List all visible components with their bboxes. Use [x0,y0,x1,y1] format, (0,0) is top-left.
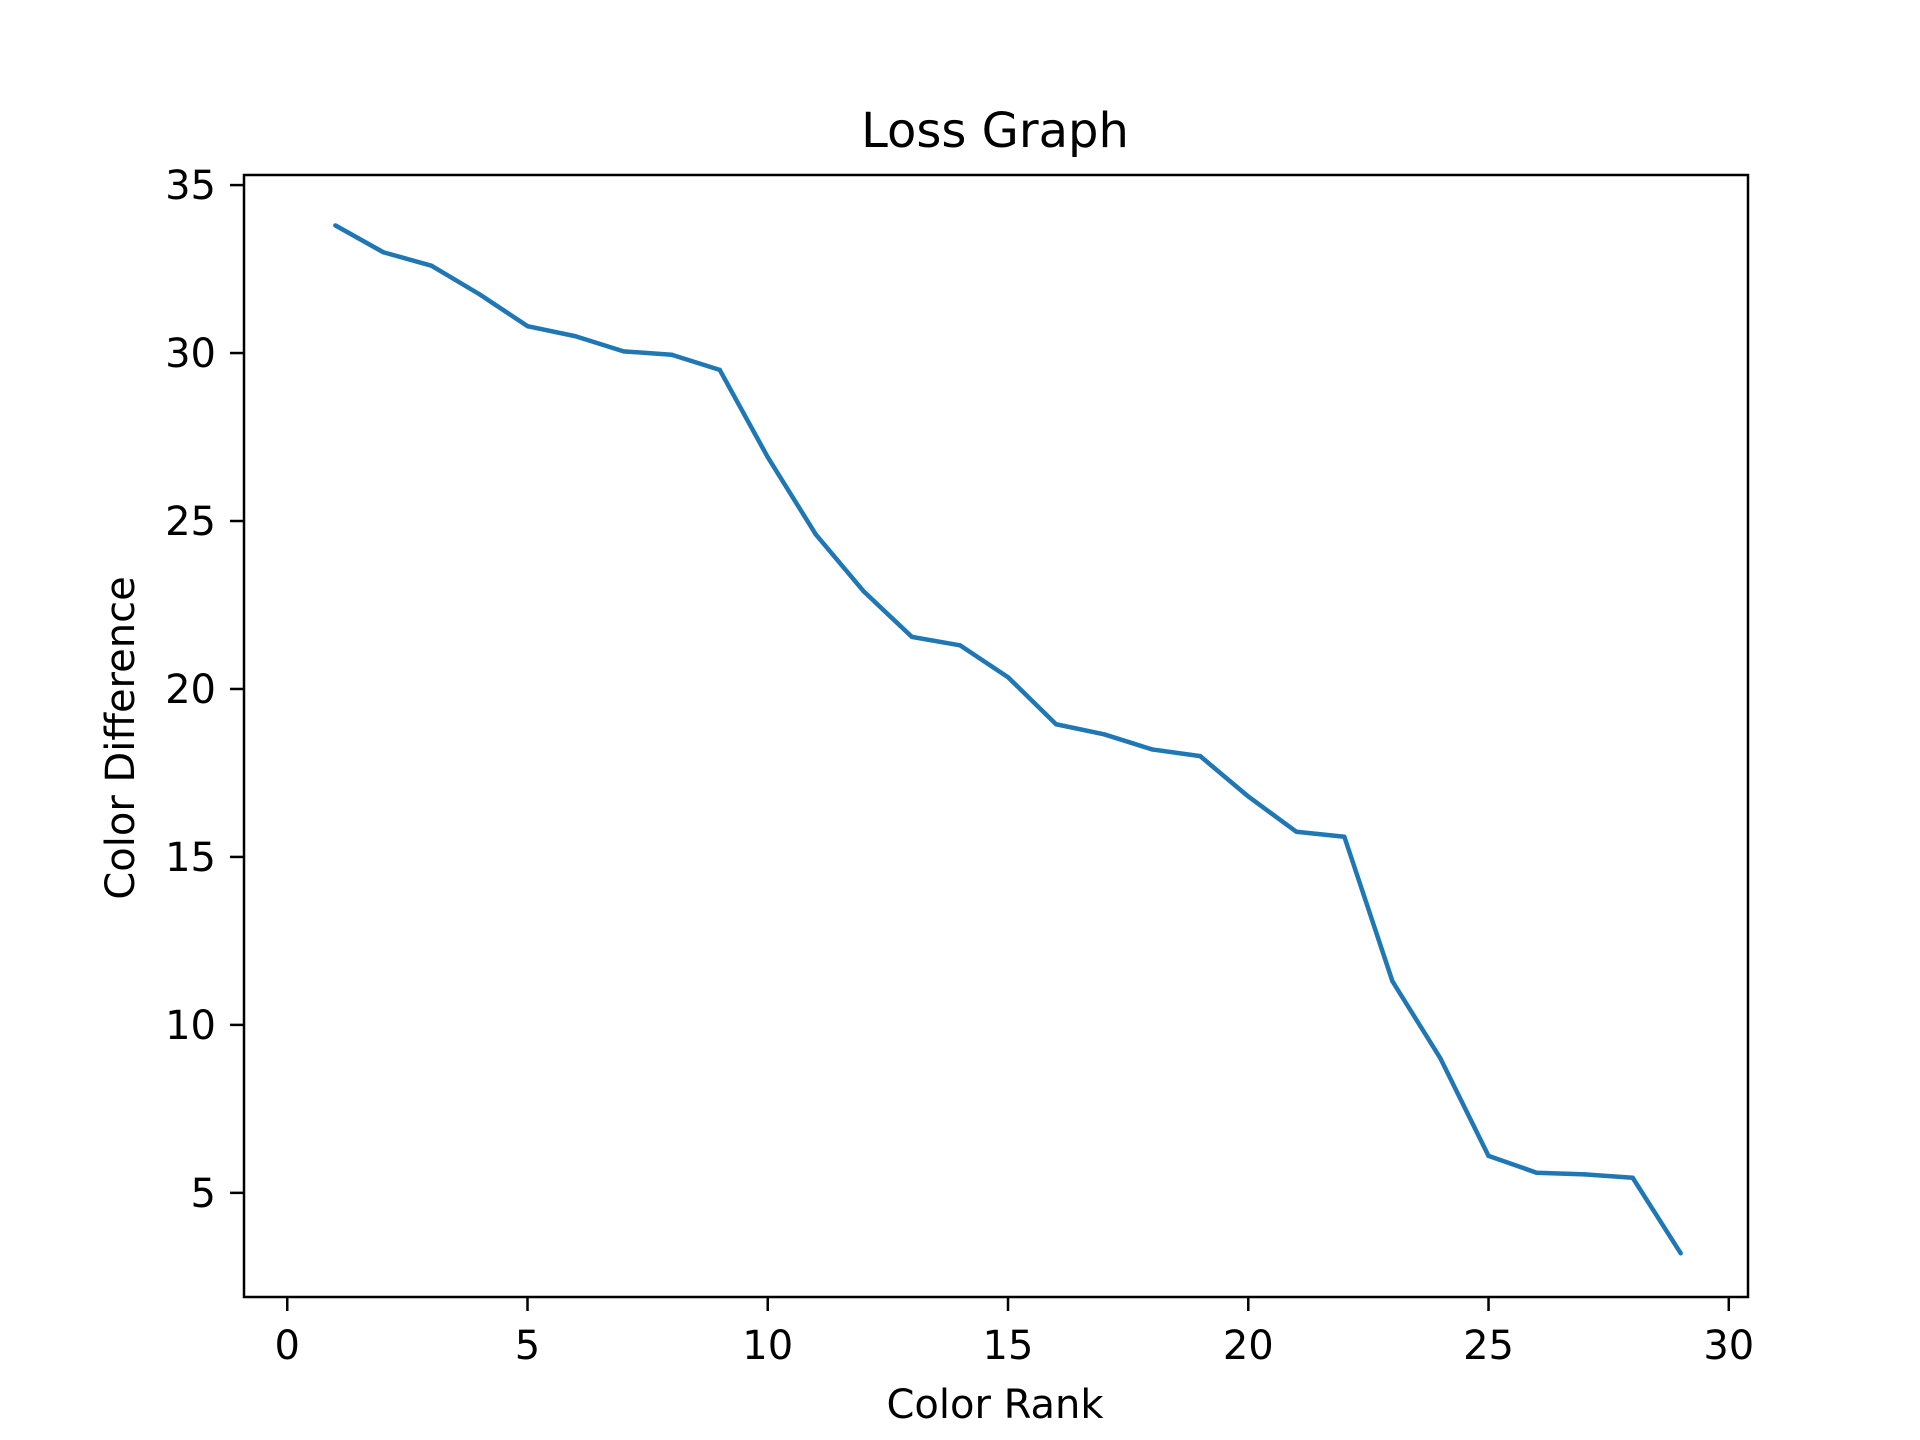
data-point [477,292,482,297]
y-tick-label: 30 [165,331,216,377]
data-point [1005,675,1011,680]
data-point [573,334,578,339]
data-point [909,634,915,640]
data-point [1101,732,1107,737]
data-point [1149,747,1155,752]
chart-title: Loss Graph [861,103,1129,159]
data-point [1053,722,1059,727]
y-tick-label: 20 [165,667,216,713]
y-tick-label: 25 [165,499,216,545]
data-point [1342,834,1347,839]
data-point [1582,1172,1587,1177]
data-point [333,223,338,228]
data-point [1534,1170,1539,1175]
data-point [717,367,722,373]
y-tick-label: 15 [165,835,216,881]
data-point [1246,794,1251,799]
x-tick-label: 5 [515,1323,540,1369]
y-axis-label: Color Difference [98,576,144,899]
data-point [621,349,626,354]
data-point [813,532,819,537]
data-point [525,323,530,329]
x-tick-label: 20 [1223,1323,1274,1369]
plot-area [242,173,1750,1299]
x-tick-label: 15 [983,1323,1034,1369]
x-axis-label: Color Rank [886,1382,1104,1428]
data-point [861,589,867,594]
x-tick-label: 10 [742,1323,793,1369]
data-point [957,643,963,648]
data-point [765,454,770,460]
data-point [1486,1153,1491,1159]
data-point [381,250,386,255]
x-tick-label: 0 [275,1323,300,1369]
data-point [1198,753,1203,759]
data-point [1678,1251,1683,1256]
series-layer [333,223,1683,1256]
data-point [1630,1175,1635,1180]
y-axis-ticks: 5 10 15 20 25 30 35 [165,163,244,1217]
plot-frame [242,173,1750,1299]
data-point [669,352,674,357]
data-point [1390,979,1395,984]
y-tick-label: 35 [165,163,216,209]
y-tick-label: 5 [191,1171,216,1217]
data-point [1438,1056,1443,1061]
x-axis-ticks: 0 5 10 15 20 25 30 [275,1297,1754,1369]
y-tick-label: 10 [165,1003,216,1049]
data-point [429,263,434,268]
x-tick-label: 25 [1463,1323,1514,1369]
data-point [1294,829,1299,834]
x-tick-label: 30 [1703,1323,1754,1369]
